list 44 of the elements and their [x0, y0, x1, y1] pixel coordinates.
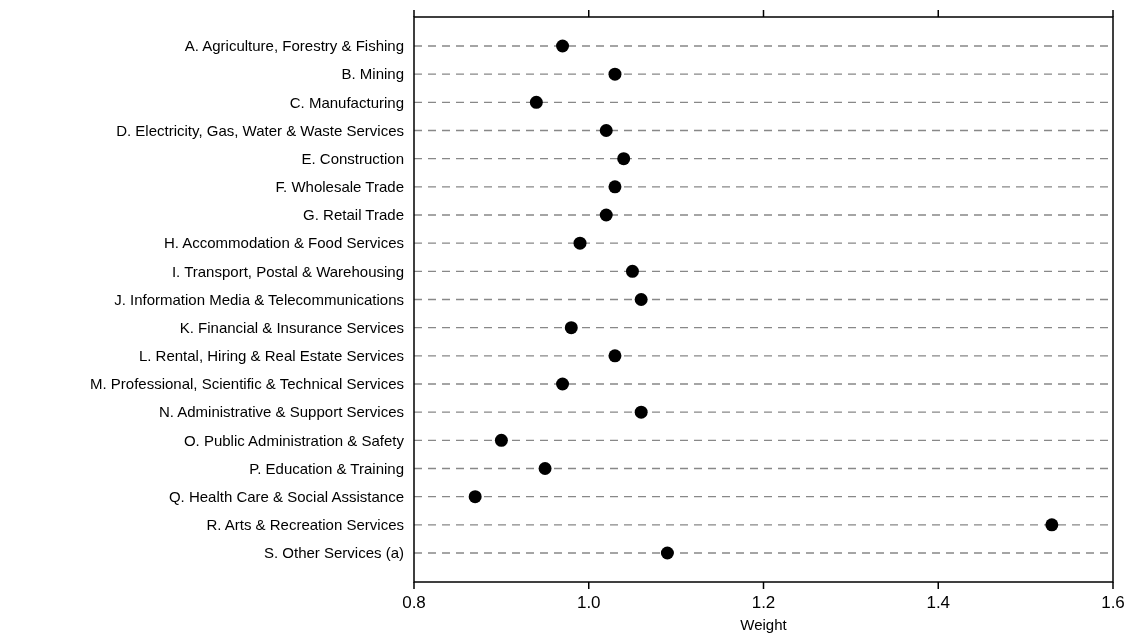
- y-tick-label: P. Education & Training: [249, 459, 404, 477]
- point: [608, 180, 622, 194]
- y-tick-label: F. Wholesale Trade: [275, 178, 404, 196]
- y-tick-label: D. Electricity, Gas, Water & Waste Services: [116, 121, 404, 139]
- y-tick-label: M. Professional, Scientific & Technical Services: [89, 375, 404, 393]
- y-tick-label: J. Information Media & Telecommunications: [114, 290, 404, 308]
- y-tick-label: H. Accommodation & Food Services: [163, 234, 404, 252]
- y-tick-label: N. Administrative & Support Services: [158, 403, 404, 421]
- point: [1045, 518, 1059, 532]
- point: [625, 264, 639, 278]
- y-tick-label: K. Financial & Insurance Services: [179, 318, 404, 336]
- point: [529, 95, 543, 109]
- y-tick-label: B. Mining: [341, 65, 404, 83]
- point: [599, 208, 613, 222]
- x-axis-title: Weight: [740, 616, 788, 633]
- x-tick-label: 1.2: [751, 593, 776, 612]
- y-tick-label: A. Agriculture, Forestry & Fishing: [184, 37, 404, 55]
- point: [599, 124, 613, 137]
- point: [634, 405, 648, 419]
- x-tick-label: 1.0: [576, 593, 601, 612]
- y-tick-label: Q. Health Care & Social Assistance: [168, 487, 404, 505]
- point: [538, 462, 552, 475]
- point: [634, 293, 648, 306]
- x-tick-label: 0.8: [402, 593, 426, 612]
- point: [468, 490, 482, 504]
- point: [608, 67, 622, 81]
- y-tick-label: S. Other Services (a): [263, 544, 404, 562]
- point: [617, 152, 631, 166]
- y-tick-label: L. Rental, Hiring & Real Estate Services: [138, 347, 404, 365]
- point: [608, 349, 622, 363]
- point: [564, 321, 578, 335]
- y-tick-label: G. Retail Trade: [303, 206, 404, 224]
- point: [494, 433, 508, 447]
- point: [556, 377, 570, 391]
- point: [556, 39, 570, 53]
- y-tick-label: R. Arts & Recreation Services: [206, 516, 404, 534]
- point: [660, 546, 674, 560]
- y-tick-label: C. Manufacturing: [289, 93, 404, 111]
- x-tick-label: 1.6: [1101, 593, 1125, 612]
- y-tick-label: O. Public Administration & Safety: [183, 431, 405, 449]
- x-tick-label: 1.4: [926, 593, 951, 612]
- y-tick-label: E. Construction: [301, 149, 404, 167]
- point: [573, 236, 587, 250]
- y-tick-label: I. Transport, Postal & Warehousing: [171, 262, 404, 280]
